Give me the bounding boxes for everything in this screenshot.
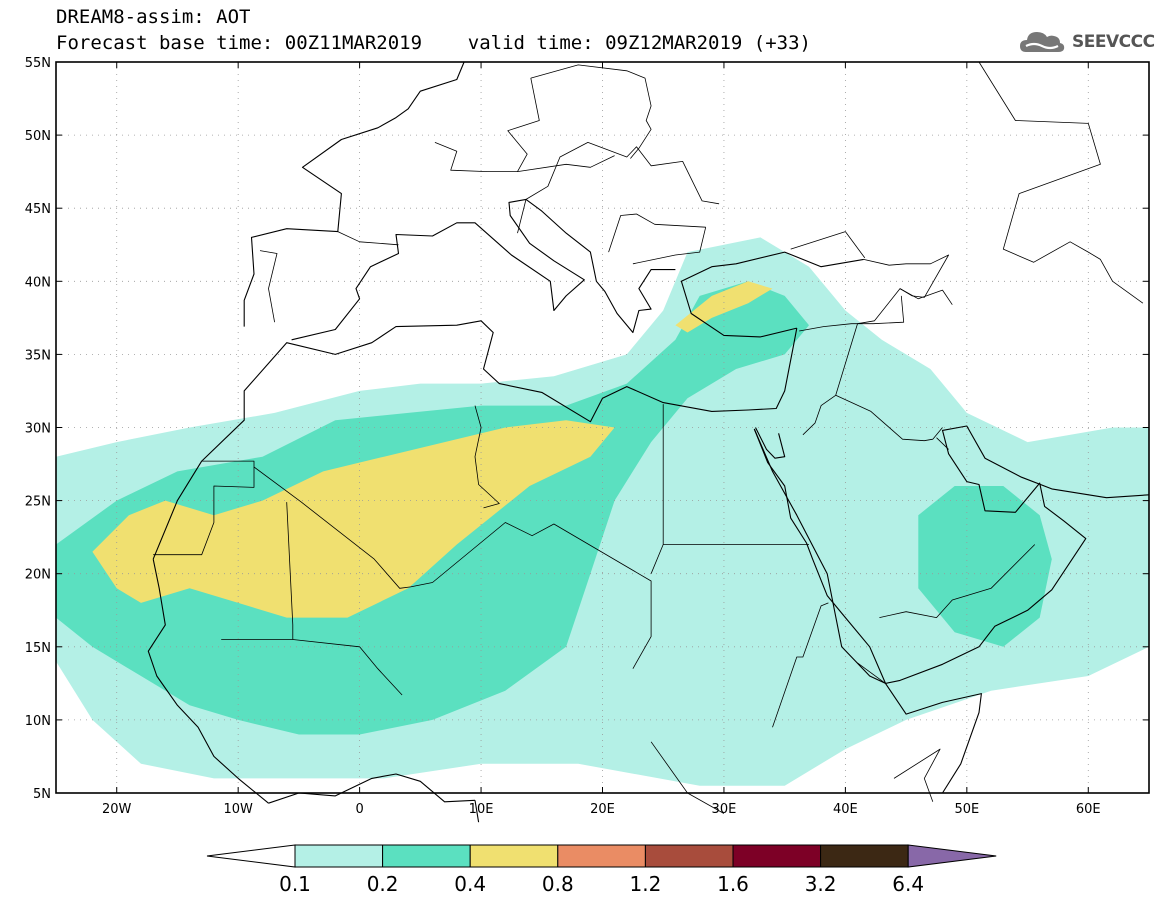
lon-tick-label: 50E <box>954 802 979 817</box>
country-border <box>893 748 941 802</box>
lon-tick-label: 20W <box>102 802 132 817</box>
colorbar-label: 0.4 <box>454 872 486 896</box>
colorbar-box <box>820 844 909 868</box>
seevccc-logo: SEEVCCC <box>1018 28 1155 56</box>
lat-tick-label: 45N <box>25 202 51 217</box>
forecast-time-subtitle: Forecast base time: 00Z11MAR2019 valid t… <box>56 32 811 54</box>
map-panel: 55N 50N 45N 40N 35N 30N 25N 20N 15N 10N 5N 20W 10W 0 1… <box>25 56 1150 823</box>
country-border <box>153 460 255 556</box>
coastline <box>753 428 887 684</box>
lon-tick-label: 30E <box>712 802 737 817</box>
lon-tick-label: 0 <box>355 802 363 817</box>
country-border <box>772 602 829 728</box>
colorbar-box <box>382 844 471 868</box>
coastline <box>885 683 982 794</box>
lat-tick-label: 5N <box>33 787 51 802</box>
lat-tick-label: 35N <box>25 348 51 363</box>
country-border <box>253 466 652 669</box>
aot-colorbar: 0.1 0.2 0.4 0.8 1.2 1.6 3.2 6.4 <box>206 844 997 896</box>
country-border <box>530 64 652 159</box>
country-border <box>936 437 949 450</box>
aot-region-0.2-0.4 <box>918 486 1052 647</box>
country-borders <box>153 61 1144 814</box>
colorbar-under-arrow <box>206 844 296 868</box>
colorbar-label: 0.2 <box>367 872 399 896</box>
country-border <box>507 78 540 172</box>
coastline <box>755 427 786 459</box>
coastlines <box>147 61 1150 823</box>
lat-tick-label: 50N <box>25 129 51 144</box>
coastline <box>152 320 798 560</box>
coastline <box>291 198 676 341</box>
colorbar-label: 6.4 <box>892 872 924 896</box>
country-border <box>863 254 949 298</box>
map-title: DREAM8-assim: AOT <box>56 6 251 28</box>
colorbar-label: 0.1 <box>279 872 311 896</box>
coastline <box>680 251 864 338</box>
country-border <box>857 662 886 684</box>
logo-text: SEEVCCC <box>1072 32 1155 52</box>
country-border <box>259 250 278 323</box>
lat-tick-label: 40N <box>25 275 51 290</box>
colorbar-label: 1.6 <box>717 872 749 896</box>
country-border <box>790 231 866 259</box>
coastline <box>753 425 1150 684</box>
lon-tick-label: 10E <box>469 802 494 817</box>
country-border <box>474 405 500 509</box>
aot-shading <box>56 237 1149 786</box>
country-border <box>517 141 720 234</box>
colorbar-label: 1.2 <box>629 872 661 896</box>
colorbar-box <box>469 844 559 868</box>
colorbar-box <box>557 844 646 868</box>
coastline <box>474 800 480 823</box>
lon-tick-label: 60E <box>1076 802 1101 817</box>
coastline <box>147 558 269 804</box>
lat-tick-label: 55N <box>25 56 51 71</box>
colorbar-box <box>644 844 734 868</box>
country-border <box>337 231 399 246</box>
lon-tick-label: 10W <box>223 802 253 817</box>
country-border <box>434 142 615 173</box>
country-border <box>835 394 943 442</box>
lat-tick-label: 10N <box>25 714 51 729</box>
country-border <box>799 295 905 332</box>
country-border <box>978 61 1144 304</box>
lat-tick-label: 15N <box>25 641 51 656</box>
country-border <box>608 213 706 253</box>
country-border <box>286 502 294 640</box>
lat-tick-label: 30N <box>25 422 51 437</box>
colorbar-box <box>294 844 384 868</box>
axis-ticks: 55N 50N 45N 40N 35N 30N 25N 20N 15N 10N 5N 20W 10W 0 1… <box>25 56 1149 817</box>
cloud-icon <box>1020 32 1065 52</box>
country-border <box>221 639 403 696</box>
colorbar-box <box>732 844 822 868</box>
country-border <box>632 227 707 265</box>
colorbar-label: 3.2 <box>805 872 837 896</box>
country-border <box>802 288 953 436</box>
lat-tick-label: 25N <box>25 495 51 510</box>
colorbar-label: 0.8 <box>542 872 574 896</box>
lon-tick-label: 40E <box>833 802 858 817</box>
lat-tick-label: 20N <box>25 568 51 583</box>
country-border <box>879 544 1036 618</box>
aot-region-0.4-0.8 <box>92 420 615 618</box>
coastline <box>243 61 465 327</box>
lon-tick-label: 20E <box>590 802 615 817</box>
colorbar-over-arrow <box>907 844 997 868</box>
